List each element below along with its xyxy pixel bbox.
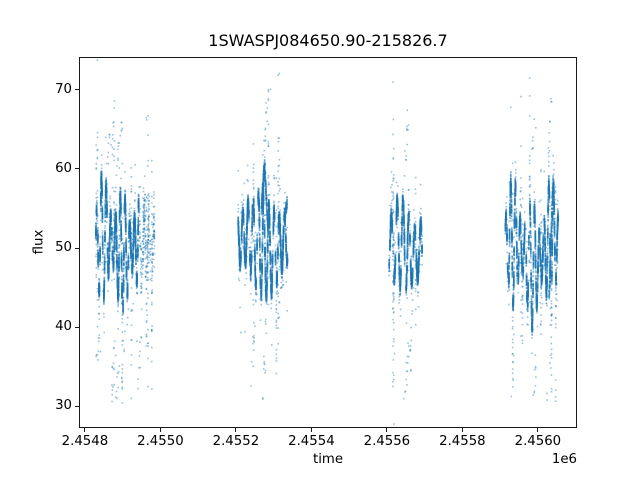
y-tick-mark [75,168,79,170]
x-axis-label: time [312,452,344,467]
x-axis-offset-text: 1e6 [551,452,577,467]
scatter-points-canvas [80,58,576,427]
y-tick-label-30: 30 [55,398,72,414]
x-tick-label-2.4552: 2.4552 [212,434,260,449]
x-tick-mark [537,428,539,432]
x-tick-label-2.4554: 2.4554 [288,434,335,449]
x-tick-mark [84,428,86,432]
y-tick-label-60: 60 [55,160,72,176]
y-tick-mark [75,89,79,91]
plot-area: 2.4548 2.4550 2.4552 2.4554 2.4556 2.4558 2.45… [55,57,577,449]
x-tick-mark [235,428,237,432]
x-tick-mark [159,428,161,432]
y-tick-label-40: 40 [55,319,72,335]
y-tick-mark [75,247,79,249]
y-tick-mark [75,326,79,328]
x-tick-label-2.4560: 2.4560 [514,434,562,449]
y-tick-mark [75,405,79,407]
x-tick-label-2.4558: 2.4558 [439,434,486,449]
y-tick-label-50: 50 [55,240,72,256]
y-tick-label-70: 70 [55,81,72,97]
x-tick-label-2.4548: 2.4548 [61,434,109,449]
chart-title: 1SWASPJ084650.90-215826.7 [208,31,448,50]
x-tick-mark [461,428,463,432]
x-tick-label-2.4556: 2.4556 [363,434,411,449]
x-tick-mark [310,428,312,432]
x-tick-mark [386,428,388,432]
x-tick-label-2.4550: 2.4550 [137,434,184,449]
